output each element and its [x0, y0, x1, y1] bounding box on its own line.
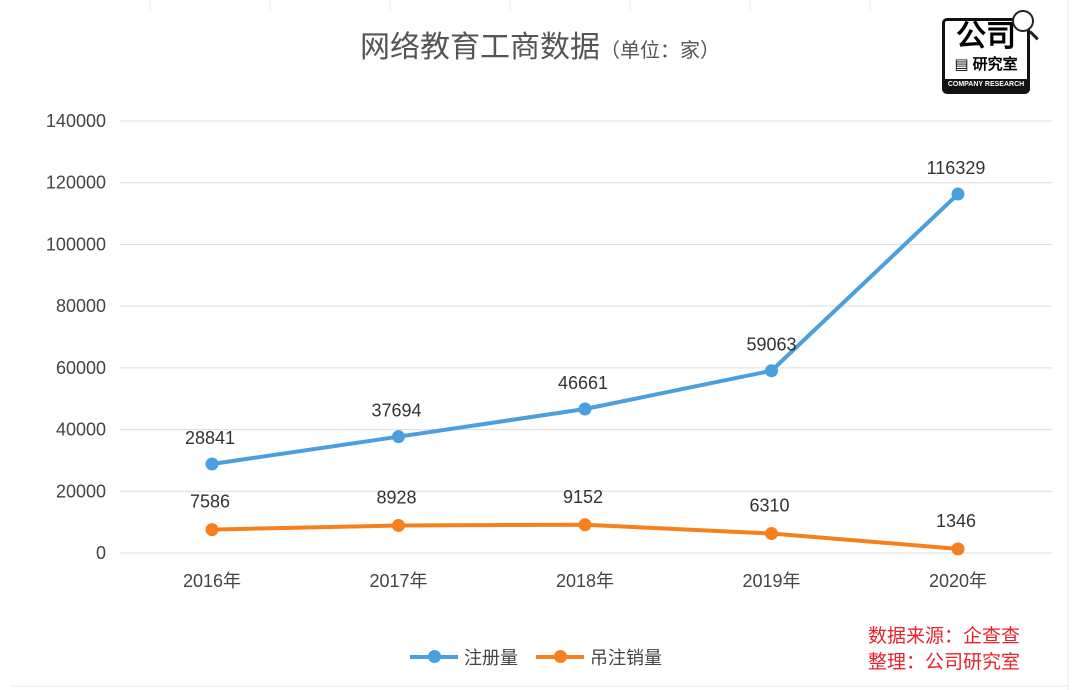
- magnifier-icon: [1012, 10, 1034, 32]
- data-point: [765, 364, 778, 378]
- data-point: [392, 430, 405, 444]
- y-tick-label: 100000: [46, 234, 106, 254]
- chart-title: 网络教育工商数据（单位：家）: [360, 31, 720, 64]
- y-tick-label: 140000: [46, 111, 106, 131]
- data-label: 116329: [927, 158, 986, 178]
- legend-item-cancelled: 吊注销量: [536, 644, 662, 670]
- data-label: 37694: [371, 401, 421, 421]
- x-tick-label: 2018年: [556, 571, 614, 591]
- y-tick-label: 120000: [46, 173, 106, 193]
- y-tick-label: 20000: [56, 481, 106, 501]
- x-tick-label: 2020年: [929, 571, 987, 591]
- data-point: [951, 187, 965, 201]
- source-note: 数据来源：企查查 整理：公司研究室: [868, 626, 1021, 673]
- data-point: [205, 457, 219, 471]
- data-label: 28841: [185, 428, 235, 448]
- y-tick-label: 0: [96, 543, 106, 563]
- x-tick-label: 2017年: [369, 571, 427, 591]
- data-point: [392, 518, 405, 532]
- y-tick-label: 60000: [56, 358, 106, 378]
- data-point: [951, 542, 965, 556]
- data-label: 7586: [190, 492, 230, 512]
- data-point: [765, 527, 778, 541]
- x-tick-label: 2019年: [742, 571, 800, 591]
- x-tick-label: 2016年: [183, 571, 241, 591]
- data-label: 6310: [749, 496, 789, 516]
- series-line-1: [211, 192, 960, 466]
- y-tick-label: 40000: [56, 420, 106, 440]
- company-logo: 公司 ▤ 研究室 COMPANY RESEARCH: [942, 18, 1030, 94]
- data-point: [578, 402, 592, 416]
- data-point: [205, 523, 219, 537]
- data-point: [578, 518, 592, 532]
- data-label: 9152: [563, 487, 603, 507]
- data-label: 8928: [376, 487, 416, 507]
- legend-item-registered: 注册量: [410, 644, 518, 670]
- data-label: 46661: [558, 373, 608, 393]
- y-tick-label: 80000: [56, 296, 106, 316]
- data-label: 59063: [746, 335, 796, 355]
- data-label: 1346: [936, 511, 976, 531]
- legend: 注册量 吊注销量: [410, 644, 662, 670]
